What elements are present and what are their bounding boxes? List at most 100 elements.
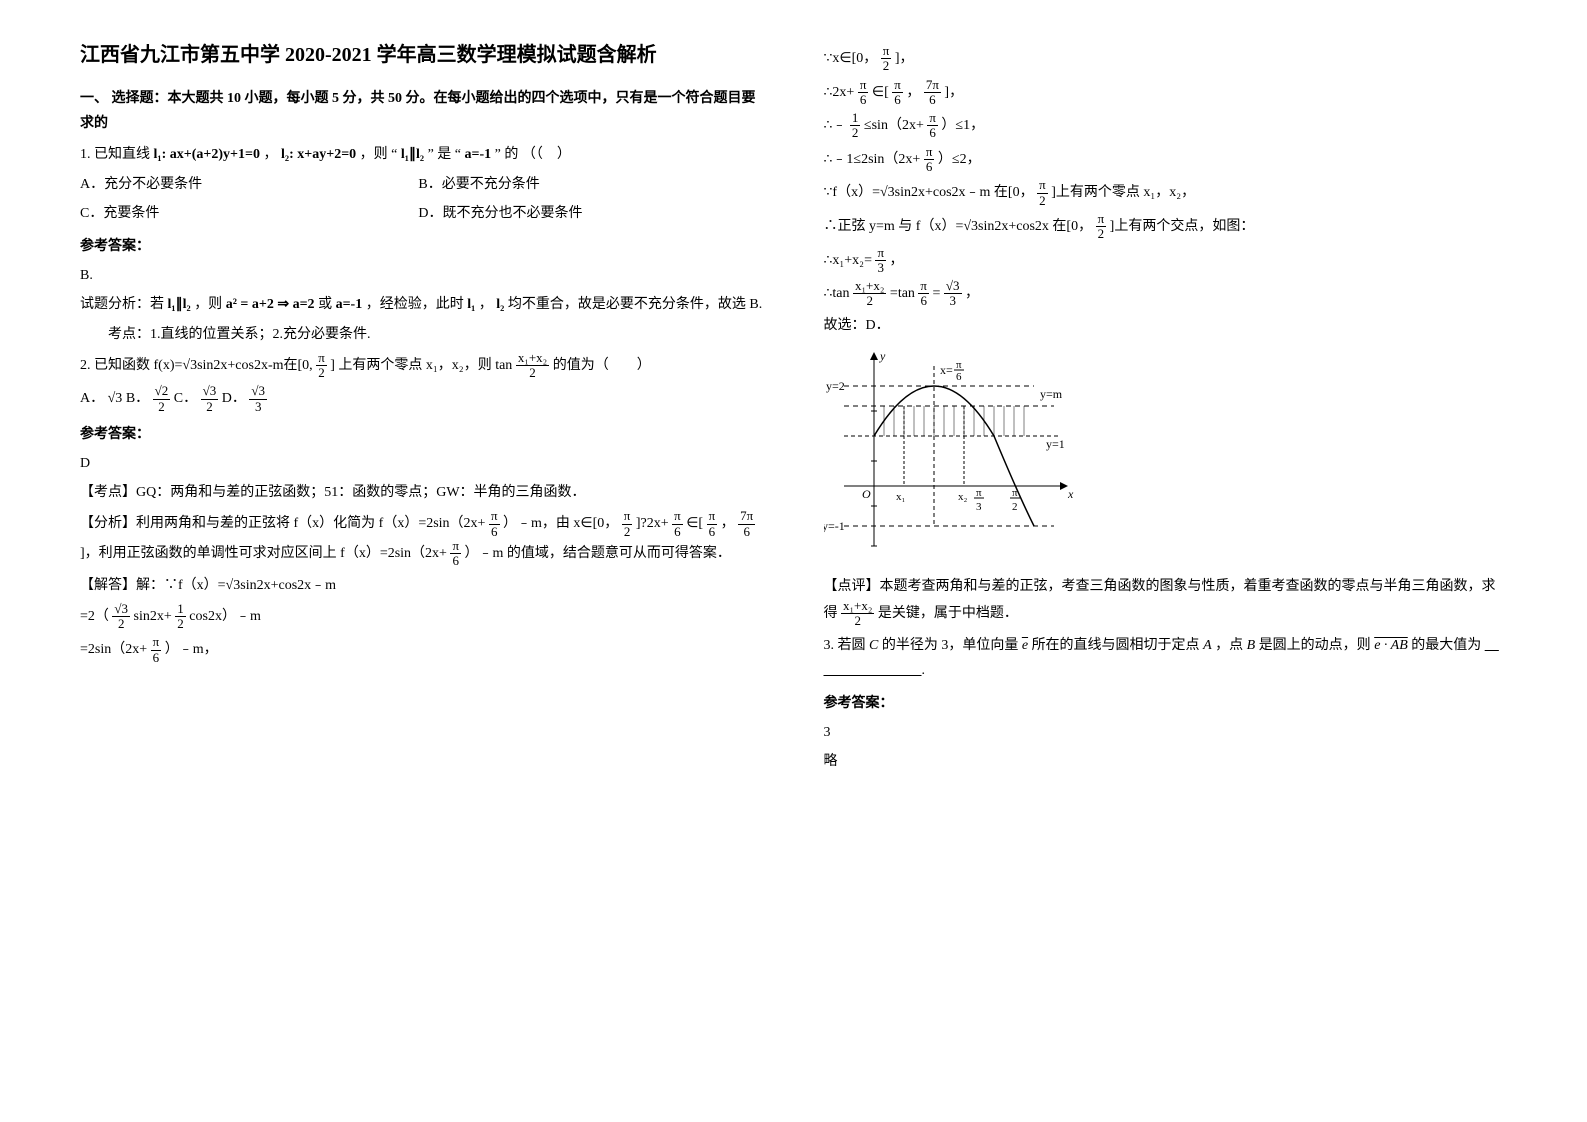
q2-optC-pre: C． (174, 391, 197, 406)
one-over-2: 12 (175, 602, 186, 632)
q2-optA-val: √3 (108, 391, 123, 406)
xpi6-label: x= (940, 363, 953, 377)
q2-optB-frac: √22 (153, 384, 171, 414)
pi-over-6c: π6 (450, 539, 461, 569)
q3-m2: 所在的直线与圆相切于定点 (1032, 638, 1200, 653)
c2-l5-pre: ∵f（x）=√3sin2x+cos2x﹣m 在[0， (824, 185, 1034, 200)
q3-e: e (1022, 638, 1028, 653)
q2-j2-mid: sin2x+ (134, 609, 172, 624)
c2-l2: ∴2x+ π6 ∈[ π6 ， 7π6 ]， (824, 78, 1508, 108)
q2-optD-pre: D． (222, 391, 246, 406)
q2-stem: 2. 已知函数 f(x)=√3sin2x+cos2x-m在[0, π2 ] 上有… (80, 351, 764, 381)
x-axis-label: x (1067, 487, 1074, 501)
q2-func: f(x)=√3sin2x+cos2x-m在[0, (154, 358, 317, 373)
c2-l8-eq: = (933, 286, 941, 301)
c2-l3-pre: ∴﹣ (824, 118, 847, 133)
q2-jieda-l2: =2（ √32 sin2x+ 12 cos2x）﹣m (80, 602, 764, 632)
pi-over-6b: π6 (672, 509, 683, 539)
y-axis-label: y (879, 349, 886, 363)
q1-ana-c: ， (479, 297, 493, 312)
q1-l1: l₁: ax+(a+2)y+1=0 (154, 147, 260, 162)
f9: π3 (875, 246, 886, 276)
c2-l5: ∵f（x）=√3sin2x+cos2x﹣m 在[0， π2 ]上有两个零点 x₁… (824, 178, 1508, 208)
pi-over-6: π6 (489, 509, 500, 539)
f2: π6 (892, 78, 903, 108)
q2-j2-pre: =2（ (80, 609, 109, 624)
ym-label: y=m (1040, 387, 1063, 401)
x1-label: x₁ (896, 491, 906, 503)
q1-suffix: ” 的 （（ ） (495, 147, 571, 162)
c2-l2-pre: ∴2x+ (824, 85, 855, 100)
sine-chart: y x O y=2 y=m y=1 (824, 346, 1084, 566)
c2-l4-suf: ）≤2， (938, 152, 981, 167)
q3-m1: 的半径为 3，单位向量 (882, 638, 1019, 653)
c2-l2-c: ， (906, 85, 920, 100)
q2-fenxi: 【分析】利用两角和与差的正弦将 f（x）化简为 f（x）=2sin（2x+ π6… (80, 509, 764, 568)
q2-fenxi-m2: ]?2x+ (636, 516, 669, 531)
q2-j3-suf: ）﹣m， (165, 642, 218, 657)
q1-ana-suf: 均不重合，故是必要不充分条件，故选 B. (508, 297, 762, 312)
q3-eAB: e · AB (1374, 638, 1408, 653)
c2-l1-suf: ]， (895, 51, 914, 66)
pi2n: π (1012, 487, 1018, 499)
q1-ana-m1: l₁∥l₂ (168, 297, 191, 312)
pi3d: 3 (976, 501, 982, 513)
q2-optC-frac: √32 (201, 384, 219, 414)
q3-answer-label: 参考答案： (824, 691, 1508, 716)
q1-ana-eq: a² = a+2 ⇒ a=2 (226, 297, 315, 312)
y2-label: y=2 (826, 379, 845, 393)
q1-cond: l₁∥l₂ (401, 147, 424, 162)
y1-label: y=1 (1046, 437, 1065, 451)
c2-l5-suf: ]上有两个零点 x₁，x₂， (1051, 185, 1195, 200)
q1-ana-l2: l₂ (496, 297, 504, 312)
q2-fenxi-c: ， (721, 516, 735, 531)
c2-l8-pre: ∴tan (824, 286, 850, 301)
q3-m3: ，点 (1215, 638, 1243, 653)
q1-optB: B．必要不充分条件 (418, 172, 753, 197)
c2-l8-mid: =tan (890, 286, 915, 301)
c2-l4: ∴﹣1≤2sin（2x+ π6 ）≤2， (824, 145, 1508, 175)
q2-answer: D (80, 451, 764, 476)
yneg1-label: y=-1 (824, 519, 845, 533)
f8: π2 (1096, 212, 1107, 242)
q3-A: A (1203, 638, 1212, 653)
q2-options: A． √3 B． √22 C． √32 D． √33 (80, 384, 764, 414)
q1-ana-eq2: a=-1 (336, 297, 363, 312)
q1-options-row2: C．充要条件 D．既不充分也不必要条件 (80, 201, 764, 226)
x2-label: x₂ (958, 491, 968, 503)
q3-lve: 略 (824, 749, 1508, 774)
dp-suf: 是关键，属于中档题． (878, 606, 1018, 621)
q2-fenxi-pre: 【分析】利用两角和与差的正弦将 f（x）化简为 f（x）=2sin（2x+ (80, 516, 485, 531)
origin-label: O (862, 487, 871, 501)
q2-kaodian: 【考点】GQ：两角和与差的正弦函数；51：函数的零点；GW：半角的三角函数． (80, 480, 764, 505)
q1-sep1: ， (263, 147, 277, 162)
q3-m5: 的最大值为 (1411, 638, 1481, 653)
q2-j3-pre: =2sin（2x+ (80, 642, 147, 657)
section-heading: 一、 选择题：本大题共 10 小题，每小题 5 分，共 50 分。在每小题给出的… (80, 86, 764, 136)
q1-options-row1: A．充分不必要条件 B．必要不充分条件 (80, 172, 764, 197)
f7: π2 (1037, 178, 1048, 208)
f4: 12 (850, 111, 861, 141)
dp-frac: x₁+x₂2 (841, 599, 874, 629)
f11: π6 (918, 279, 929, 309)
c2-l2-mid: ∈[ (872, 85, 889, 100)
q1-stem: 1. 已知直线 l₁: ax+(a+2)y+1=0 ， l₂: x+ay+2=0… (80, 142, 764, 167)
c2-l9: 故选：D． (824, 313, 1508, 338)
q1-ana-m3: ，经检验，此时 (366, 297, 464, 312)
q3-stem: 3. 若圆 C 的半径为 3，单位向量 e 所在的直线与圆相切于定点 A ，点 … (824, 633, 1508, 683)
c2-l6-suf: ]上有两个交点，如图： (1110, 219, 1255, 234)
pi-over-6d: π6 (151, 635, 162, 665)
7pi6-bracket: 7π6 (738, 509, 755, 539)
q2-tan: tan (495, 358, 512, 373)
q3-C: C (869, 638, 878, 653)
q2-jieda-l3: =2sin（2x+ π6 ）﹣m， (80, 635, 764, 665)
x1x2-over-2: x₁+x₂2 (516, 351, 549, 381)
q1-l2: l₂: x+ay+2=0 (281, 147, 356, 162)
c2-l1-pre: ∵x∈[0， (824, 51, 878, 66)
c2-l6-pre: ∴正弦 y=m 与 f（x）=√3sin2x+cos2x 在[0， (824, 219, 1093, 234)
q1-optD: D．既不充分也不必要条件 (418, 201, 753, 226)
q2-optB-pre: B． (126, 391, 149, 406)
q3-m4: 是圆上的动点，则 (1259, 638, 1371, 653)
pi2-frac: π2 (881, 44, 892, 74)
q2-optD-frac: √33 (249, 384, 267, 414)
